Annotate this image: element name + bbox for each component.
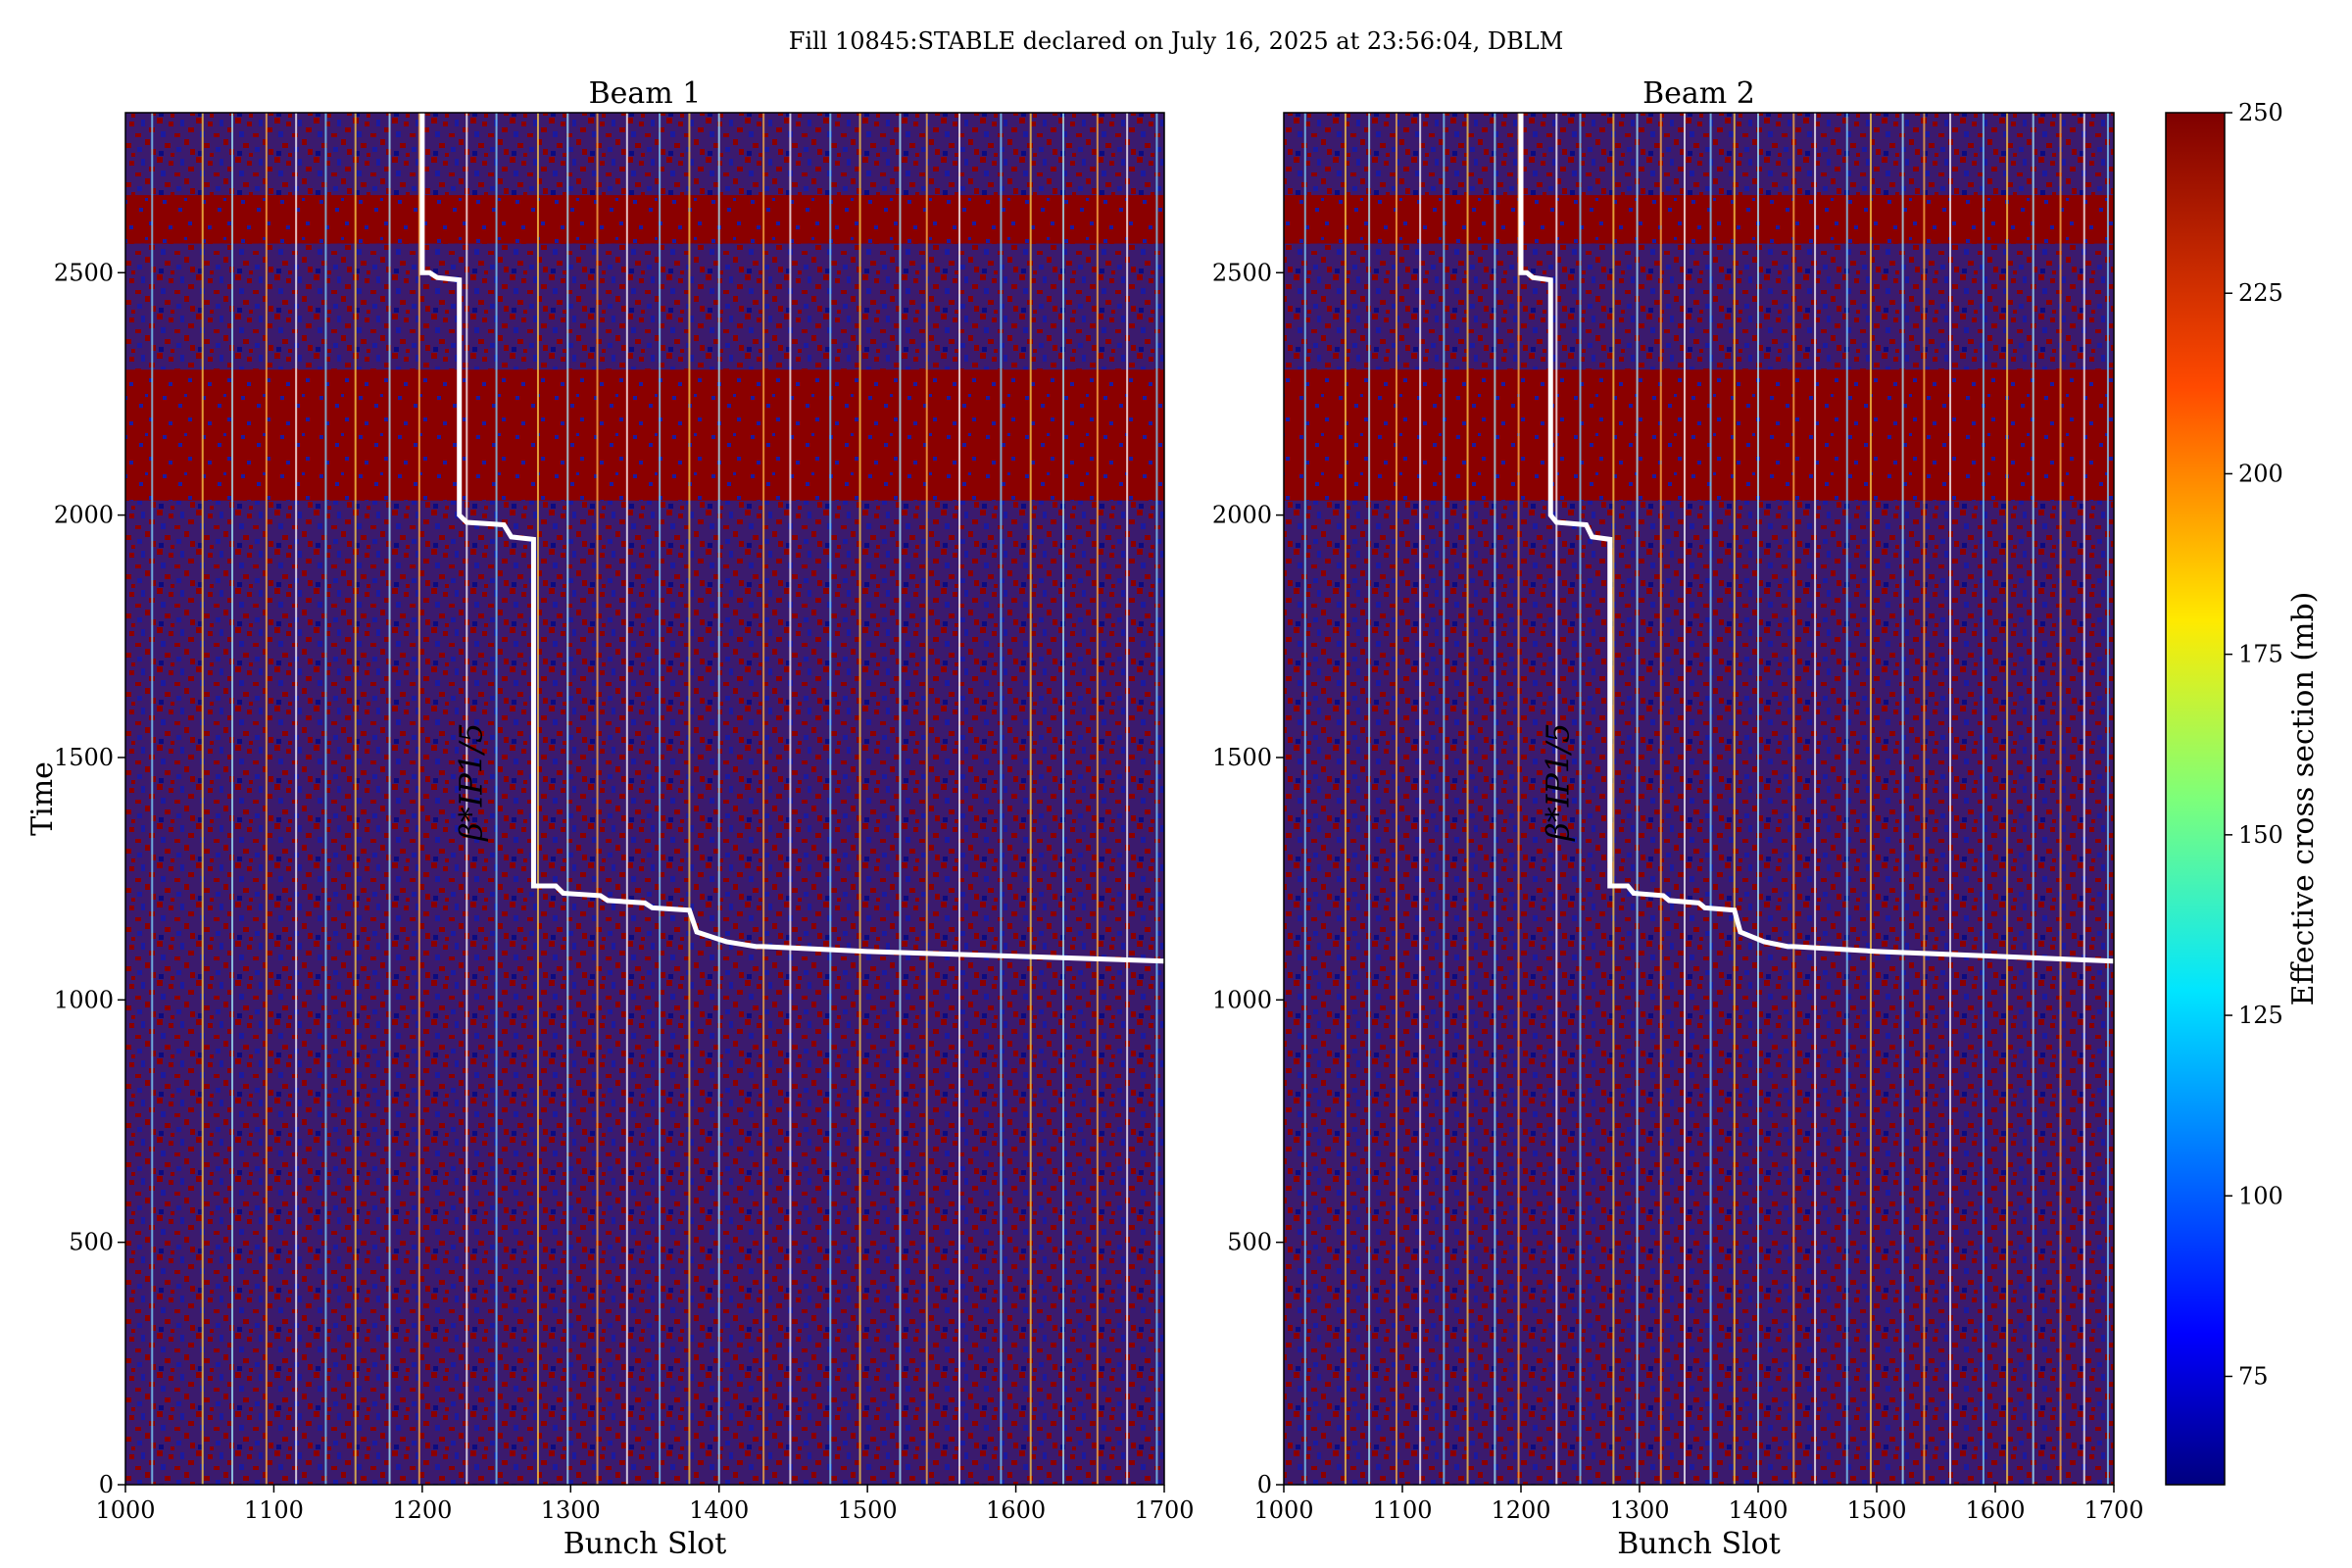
x-tick-label: 1200	[392, 1496, 452, 1524]
x-tick-label: 1500	[838, 1496, 898, 1524]
colorbar-tick-label: 175	[2238, 641, 2283, 668]
x-tick-label: 1200	[1491, 1496, 1550, 1524]
plot-frame	[1283, 112, 2115, 1486]
x-tick-label: 1700	[1134, 1496, 1194, 1524]
heatmap-background	[1284, 113, 2114, 1485]
x-tick-label: 1000	[95, 1496, 155, 1524]
x-axis-label: Bunch Slot	[1617, 1527, 1781, 1561]
colorbar-tick-label: 125	[2238, 1002, 2283, 1029]
colorbar-ticks: 75 100 125 150 175 200 225 250	[2225, 99, 2283, 1390]
x-tick-label: 1400	[1728, 1496, 1788, 1524]
plot-frame	[124, 112, 1165, 1486]
panel-title: Beam 1	[589, 76, 702, 111]
colorbar-tick-label: 225	[2238, 279, 2283, 307]
y-tick-label: 2000	[1212, 502, 1272, 529]
y-tick-label: 2500	[54, 259, 114, 286]
x-tick-label: 1300	[541, 1496, 601, 1524]
beta-star-annotation: β*IP1/5	[1539, 723, 1576, 842]
y-tick-label: 2000	[54, 502, 114, 529]
beta-star-line	[1518, 113, 2115, 964]
colorbar-tick-label: 150	[2238, 821, 2283, 849]
x-tick-label: 1600	[1965, 1496, 2025, 1524]
beam-1-panel: β*IP1/5 Beam 1 1000 1100 1200 1300 1400 1500 160…	[25, 76, 1195, 1561]
y-axis-label: Time	[25, 761, 60, 836]
panel-title: Beam 2	[1642, 76, 1755, 111]
y-tick-label: 1000	[1212, 986, 1272, 1013]
colorbar-tick-label: 250	[2238, 99, 2283, 126]
y-tick-label: 2500	[1212, 259, 1272, 286]
high-section-band	[125, 369, 1164, 501]
colorbar-label: Effective cross section (mb)	[2286, 592, 2321, 1006]
x-axis-label: Bunch Slot	[564, 1527, 727, 1561]
colorbar-tick-label: 100	[2238, 1182, 2283, 1209]
beta-star-line	[419, 113, 1165, 964]
colorbar: 75 100 125 150 175 200 225 250 Effective cross …	[2165, 99, 2321, 1486]
colorbar-tick-label: 200	[2238, 460, 2283, 487]
x-tick-label: 1500	[1846, 1496, 1906, 1524]
heatmap-background	[125, 113, 1164, 1485]
beam-2-panel: β*IP1/5 Beam 2 1000 1100 1200 1300 1400 1500 160…	[1212, 76, 2144, 1561]
y-tick-label: 1000	[54, 986, 114, 1013]
x-tick-label: 1300	[1609, 1496, 1669, 1524]
y-tick-label: 500	[69, 1229, 114, 1256]
high-section-band	[125, 195, 1164, 244]
colorbar-tick-label: 75	[2238, 1362, 2269, 1390]
y-tick-label: 500	[1227, 1229, 1272, 1256]
y-tick-label: 1500	[1212, 744, 1272, 771]
x-tick-label: 1100	[244, 1496, 304, 1524]
high-section-band	[1284, 369, 2114, 501]
high-section-band	[1284, 195, 2114, 244]
beta-star-annotation: β*IP1/5	[452, 723, 489, 842]
y-tick-label: 0	[1257, 1471, 1272, 1498]
x-tick-label: 1100	[1372, 1496, 1432, 1524]
x-tick-label: 1000	[1253, 1496, 1313, 1524]
x-tick-label: 1400	[689, 1496, 749, 1524]
y-tick-label: 0	[99, 1471, 114, 1498]
figure-title: Fill 10845:STABLE declared on July 16, 2…	[789, 27, 1564, 55]
y-tick-label: 1500	[54, 744, 114, 771]
x-tick-label: 1700	[2083, 1496, 2143, 1524]
colorbar-gradient	[2165, 112, 2226, 1486]
x-tick-label: 1600	[986, 1496, 1046, 1524]
